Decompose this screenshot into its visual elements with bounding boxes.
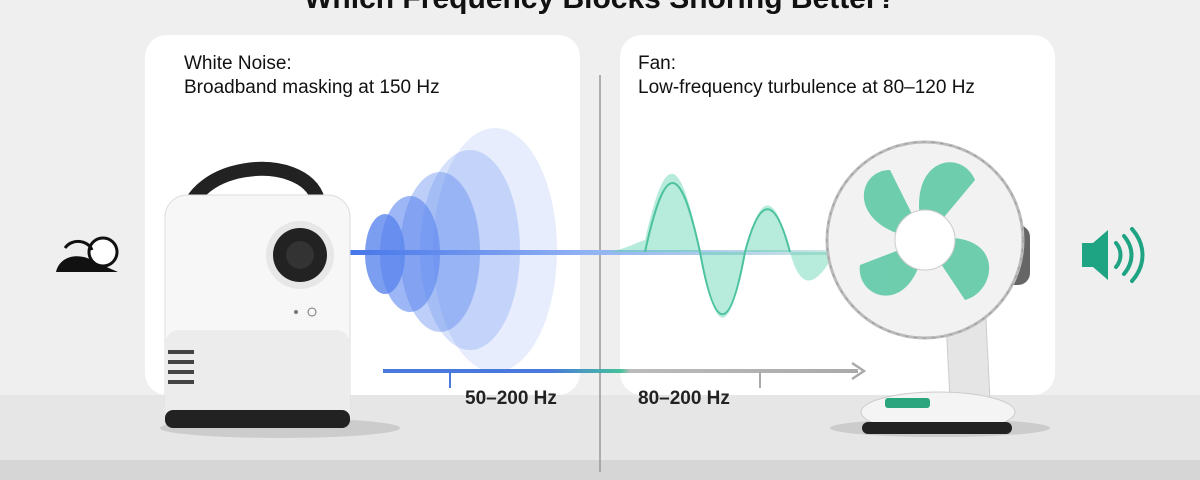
frequency-axis	[383, 369, 858, 373]
range-label: 50–200 Hz	[465, 388, 557, 409]
speaker-icon	[1082, 227, 1145, 283]
sleeper-icon	[56, 236, 119, 272]
signal-line	[320, 250, 840, 255]
panel-subheading: Low-frequency turbulence at 80–120 Hz	[638, 77, 975, 98]
range-label: 80–200 Hz	[638, 388, 730, 409]
white-noise-machine	[160, 161, 400, 438]
fan-wave-outline	[644, 182, 791, 316]
panel-heading: White Noise:	[184, 53, 292, 74]
title: Which Frequency Blocks Snoring Better?	[304, 0, 896, 15]
panel-heading: Fan:	[638, 53, 676, 74]
panel-subheading: Broadband masking at 150 Hz	[184, 77, 440, 98]
fan-waveform	[600, 173, 835, 318]
axis-arrow	[851, 361, 867, 381]
fan	[825, 140, 1050, 437]
